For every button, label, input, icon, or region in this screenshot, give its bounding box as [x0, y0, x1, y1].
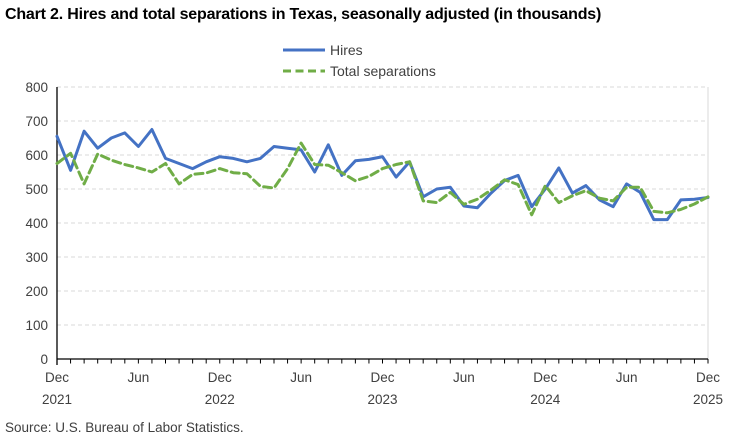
x-axis-label-month: Dec: [533, 370, 557, 385]
x-axis-label-year: 2021: [42, 392, 72, 407]
hires-legend-line-icon: [283, 48, 325, 51]
x-axis-label-month: Jun: [453, 370, 475, 385]
legend-label-hires: Hires: [330, 41, 363, 58]
legend-label-separations: Total separations: [330, 62, 436, 79]
y-axis-label: 100: [25, 318, 48, 333]
source-note: Source: U.S. Bureau of Labor Statistics.: [5, 420, 244, 435]
x-axis-label-month: Jun: [616, 370, 638, 385]
x-axis-label-year: 2023: [367, 392, 397, 407]
y-axis-label: 800: [25, 80, 48, 95]
y-axis-label: 300: [25, 250, 48, 265]
separations-line-series: [55, 141, 710, 217]
y-axis-label: 600: [25, 148, 48, 163]
x-axis-label-month: Jun: [290, 370, 312, 385]
x-axis-label-month: Jun: [127, 370, 149, 385]
separations-legend-line-icon: [283, 69, 325, 72]
legend-item-hires: Hires: [283, 39, 436, 60]
y-axis-label: 0: [40, 352, 48, 367]
x-axis-label-year: 2022: [205, 392, 235, 407]
page-title: Chart 2. Hires and total separations in …: [5, 6, 602, 23]
x-axis-label-year: 2025: [693, 392, 723, 407]
y-axis-label: 200: [25, 284, 48, 299]
y-axis-label: 400: [25, 216, 48, 231]
y-axis-label: 700: [25, 114, 48, 129]
legend: Hires Total separations: [283, 39, 436, 81]
x-axis-label-month: Dec: [45, 370, 69, 385]
legend-item-separations: Total separations: [283, 60, 436, 81]
x-axis-label-month: Dec: [208, 370, 232, 385]
x-axis-label-month: Dec: [696, 370, 720, 385]
x-axis-label-month: Dec: [370, 370, 394, 385]
y-axis-label: 500: [25, 182, 48, 197]
x-axis-label-year: 2024: [530, 392, 561, 407]
hires-line-series: [55, 128, 710, 222]
